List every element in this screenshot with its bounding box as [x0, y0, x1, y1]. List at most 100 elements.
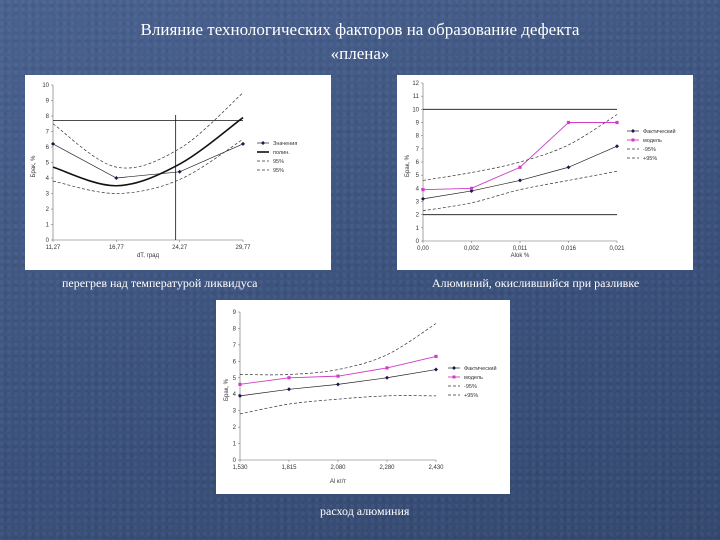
series-line-3	[422, 114, 618, 181]
legend-label-0: Значения	[273, 141, 297, 147]
y-axis-label: Брак, %	[224, 378, 230, 401]
data-point-0-0	[238, 393, 242, 398]
y-tick-label: 10	[42, 83, 49, 89]
legend-label-2: -95%	[464, 384, 477, 390]
legend-label-3: +95%	[464, 393, 478, 399]
data-point-1-3	[385, 366, 389, 370]
data-point-0-2	[177, 169, 182, 174]
series-line-3	[52, 138, 244, 194]
legend-marker-0	[261, 141, 265, 145]
y-tick-label: 9	[416, 121, 420, 127]
data-point-0-0	[51, 141, 55, 146]
series-line-1	[239, 355, 437, 385]
legend-marker-1	[452, 375, 456, 379]
legend-label-2: 95%	[273, 159, 284, 165]
legend-label-0: Фактический	[643, 128, 676, 135]
y-tick-label: 5	[233, 376, 237, 382]
y-tick-label: 11	[413, 94, 420, 100]
data-point-1-1	[287, 376, 291, 380]
slide-title-line-1: Влияние технологических факторов на обра…	[140, 20, 580, 39]
x-tick-label: 2,080	[330, 465, 346, 471]
legend-label-1: полин.	[273, 150, 290, 156]
legend-label-1: модель	[643, 138, 662, 144]
data-point-0-3	[566, 165, 571, 170]
data-point-0-1	[114, 176, 119, 180]
chart-panel-oxidized-aluminium: 0 1 2 3 4 5 6 7 8 9 10 11 12 0,00 0,002 0,011 0,016 0,021…	[397, 75, 693, 270]
legend-label-0: Фактический	[464, 365, 497, 372]
data-point-1-2	[336, 374, 340, 378]
data-point-1-4	[615, 120, 619, 125]
legend-label-3: 95%	[273, 168, 284, 174]
data-point-0-1	[469, 188, 474, 193]
slide-title-line-2: «плена»	[330, 44, 390, 63]
y-tick-label: 1	[46, 223, 50, 229]
y-tick-label: 2	[46, 207, 50, 213]
data-point-0-2	[336, 382, 340, 387]
x-axis-label: Al кг/т	[330, 479, 346, 485]
x-tick-label: 16,77	[109, 245, 125, 251]
y-tick-label: 10	[412, 107, 419, 113]
caption-chart-overheat: перегрев над температурой ликвидуса	[62, 276, 258, 290]
series-line-0	[52, 143, 244, 179]
caption-chart-oxidized-aluminium: Алюминий, окислившийся при разливке	[432, 276, 640, 290]
y-tick-label: 6	[233, 359, 237, 365]
y-tick-label: 7	[233, 343, 237, 349]
x-tick-label: 0,002	[464, 246, 480, 252]
y-tick-label: 0	[46, 238, 50, 244]
data-point-0-3	[241, 141, 245, 146]
series-line-3	[239, 323, 437, 376]
y-tick-label: 2	[233, 425, 237, 431]
y-tick-label: 0	[416, 239, 420, 245]
y-axis-label: Брак, %	[31, 155, 37, 178]
data-point-1-1	[469, 186, 474, 190]
data-point-0-3	[385, 375, 389, 380]
x-tick-label: 0,00	[417, 246, 429, 252]
y-tick-label: 8	[233, 326, 237, 332]
chart-aluminium-consumption: 0 1 2 3 4 5 6 7 8 9 1,530 1,815 2,080 2,280 2,430 Al кг…	[224, 310, 497, 485]
y-tick-label: 7	[46, 130, 50, 136]
y-tick-label: 8	[416, 134, 420, 140]
data-point-1-0	[421, 188, 425, 192]
legend-label-2: -95%	[643, 147, 656, 153]
x-tick-label: 1,815	[281, 465, 297, 471]
series-line-2	[52, 92, 244, 169]
x-tick-label: 24,27	[172, 245, 188, 251]
y-tick-label: 9	[233, 310, 237, 316]
x-axis-label: dT, град	[137, 253, 160, 259]
x-tick-label: 2,430	[428, 465, 444, 471]
data-point-0-0	[421, 196, 425, 201]
y-tick-label: 7	[416, 147, 420, 153]
y-tick-label: 12	[412, 81, 419, 87]
x-tick-label: 11,27	[46, 245, 61, 251]
series-line-2	[239, 395, 437, 415]
y-tick-label: 5	[46, 161, 50, 167]
legend-label-1: модель	[464, 375, 483, 381]
legend-marker-0	[631, 129, 635, 133]
y-tick-label: 5	[416, 173, 420, 179]
x-tick-label: 2,280	[379, 465, 395, 471]
y-tick-label: 0	[233, 458, 237, 464]
legend-marker-1	[631, 138, 635, 142]
chart-panel-overheat: 0 1 2 3 4 5 6 7 8 9 10 11,27 16,77 24,27 29,77 dT, град…	[25, 75, 331, 270]
chart-overheat: 0 1 2 3 4 5 6 7 8 9 10 11,27 16,77 24,27 29,77 dT, град…	[31, 83, 297, 259]
data-point-0-4	[615, 144, 619, 149]
x-tick-label: 0,011	[513, 246, 528, 252]
data-point-0-2	[518, 178, 522, 183]
data-point-1-2	[518, 165, 522, 169]
y-tick-label: 1	[416, 226, 420, 232]
y-tick-label: 8	[46, 114, 50, 120]
data-point-1-3	[566, 120, 571, 125]
y-tick-label: 9	[46, 99, 50, 105]
y-tick-label: 3	[416, 200, 420, 206]
data-point-1-0	[238, 382, 242, 386]
data-point-1-4	[434, 354, 438, 358]
x-tick-label: 0,016	[561, 246, 577, 252]
data-point-0-4	[434, 367, 438, 372]
x-tick-label: 1,530	[232, 465, 248, 471]
y-tick-label: 4	[46, 176, 50, 182]
y-tick-label: 4	[233, 392, 237, 398]
y-tick-label: 6	[416, 160, 420, 166]
y-tick-label: 6	[46, 145, 50, 151]
y-tick-label: 1	[233, 442, 237, 448]
